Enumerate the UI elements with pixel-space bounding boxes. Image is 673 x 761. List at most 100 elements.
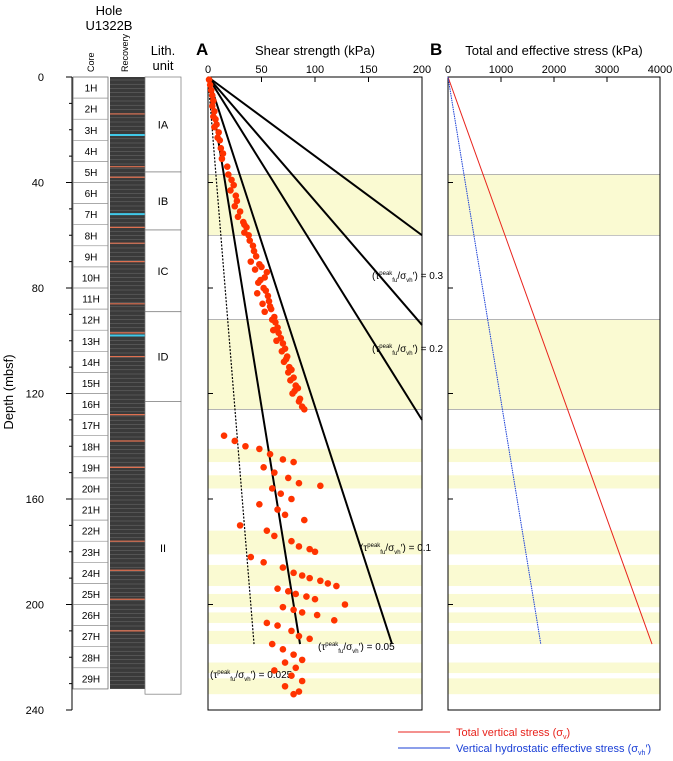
shear-strength-point xyxy=(288,495,295,503)
core-label: 24H xyxy=(82,569,100,580)
x-tick-label: 4000 xyxy=(648,64,672,76)
shear-strength-point xyxy=(279,564,287,571)
shear-strength-point xyxy=(234,213,242,221)
shear-strength-point xyxy=(231,202,239,210)
shear-strength-point xyxy=(264,292,272,300)
lith-unit-box xyxy=(144,76,182,173)
shear-strength-point xyxy=(216,137,224,144)
shear-strength-point xyxy=(242,442,249,450)
core-label: 25H xyxy=(82,590,100,601)
shear-strength-point xyxy=(281,682,289,690)
reference-line xyxy=(207,76,423,237)
core-cell xyxy=(72,667,109,690)
shaded-interval xyxy=(208,319,422,410)
core-label: 13H xyxy=(82,337,100,348)
effective-stress-line xyxy=(447,76,542,645)
shear-strength-point xyxy=(317,577,324,585)
reference-line-label: (τpeakfu/σvh′) = 0.1 xyxy=(360,543,432,556)
shear-strength-point xyxy=(231,437,239,445)
shear-strength-point xyxy=(284,588,292,595)
reference-line xyxy=(207,76,423,326)
panel-b-letter: B xyxy=(430,40,442,59)
shear-strength-point xyxy=(295,688,303,695)
lith-unit-box xyxy=(144,311,182,402)
shear-strength-point xyxy=(215,129,222,136)
shear-strength-point xyxy=(281,511,289,519)
total-stress-line xyxy=(447,76,653,645)
shear-strength-point xyxy=(252,253,260,260)
shear-strength-point xyxy=(274,506,281,513)
legend-total-label: Total vertical stress (σv) xyxy=(456,727,570,741)
shear-strength-point xyxy=(243,224,250,231)
shear-strength-point xyxy=(225,171,232,178)
shear-strength-point xyxy=(284,369,292,376)
shear-strength-point xyxy=(292,590,300,598)
shear-strength-point xyxy=(219,150,227,157)
shear-strength-point xyxy=(261,308,269,316)
shaded-interval xyxy=(448,174,660,236)
depth-tick-label: 120 xyxy=(26,389,44,401)
shear-strength-point xyxy=(281,659,289,666)
core-label: 12H xyxy=(82,316,100,327)
reference-line xyxy=(207,76,393,645)
shear-strength-point xyxy=(256,500,263,508)
shear-strength-point xyxy=(208,92,216,99)
reference-line xyxy=(207,76,302,645)
shear-strength-point xyxy=(317,482,324,490)
shear-strength-point xyxy=(284,474,292,482)
core-label: 29H xyxy=(82,674,100,685)
core-label: 11H xyxy=(82,295,100,306)
core-label: 26H xyxy=(82,611,100,622)
shaded-interval xyxy=(208,662,422,674)
shear-strength-point xyxy=(275,329,282,337)
hole-id: U1322B xyxy=(86,18,133,33)
shear-strength-point xyxy=(210,97,217,105)
shear-strength-point xyxy=(254,279,262,287)
shear-strength-point xyxy=(279,456,287,463)
shear-strength-point xyxy=(290,569,297,577)
core-label: 3H xyxy=(85,126,98,137)
shear-strength-point xyxy=(271,532,278,540)
shear-strength-point xyxy=(263,268,271,276)
shear-strength-point xyxy=(233,197,241,205)
lith-unit-name: II xyxy=(160,543,166,555)
shear-strength-point xyxy=(288,672,295,680)
shear-strength-point xyxy=(311,548,319,556)
shaded-interval xyxy=(208,630,422,645)
legend-effective-label: Vertical hydrostatic effective stress (σ… xyxy=(456,743,651,756)
shaded-interval xyxy=(448,662,660,674)
reference-line-label: (τpeakfu/σvh′) = 0.025 xyxy=(210,670,293,683)
shear-strength-point xyxy=(290,458,297,466)
depth-tick-label: 40 xyxy=(32,178,44,190)
lith-unit-name: IB xyxy=(158,196,168,208)
x-tick-label: 200 xyxy=(413,64,431,76)
reference-line-label: (τpeakfu/σvh′) = 0.2 xyxy=(372,344,444,357)
shaded-interval xyxy=(208,530,422,555)
shear-strength-point xyxy=(288,627,295,635)
shear-strength-point xyxy=(306,545,313,553)
shear-strength-point xyxy=(271,469,278,476)
shear-strength-point xyxy=(292,664,300,672)
shear-strength-point xyxy=(288,537,295,545)
shear-strength-point xyxy=(256,445,263,453)
x-tick-label: 50 xyxy=(255,64,267,76)
shear-strength-point xyxy=(251,266,259,273)
core-label: 15H xyxy=(82,379,100,390)
core-label: 27H xyxy=(82,632,100,643)
shear-strength-point xyxy=(324,580,332,587)
shear-strength-point xyxy=(311,595,319,603)
core-label: 1H xyxy=(85,84,98,95)
shear-strength-point xyxy=(258,263,265,271)
shear-strength-point xyxy=(301,406,308,413)
shear-strength-point xyxy=(208,102,216,110)
shear-strength-point xyxy=(272,318,279,326)
shear-strength-point xyxy=(269,326,277,334)
shaded-interval xyxy=(208,564,422,587)
shear-strength-point xyxy=(279,340,287,347)
core-label: 28H xyxy=(82,653,100,664)
shaded-interval xyxy=(448,530,660,555)
shear-strength-point xyxy=(290,690,297,698)
recovery-bar xyxy=(110,77,145,689)
shear-strength-point xyxy=(263,619,271,627)
shear-strength-point xyxy=(298,572,306,579)
